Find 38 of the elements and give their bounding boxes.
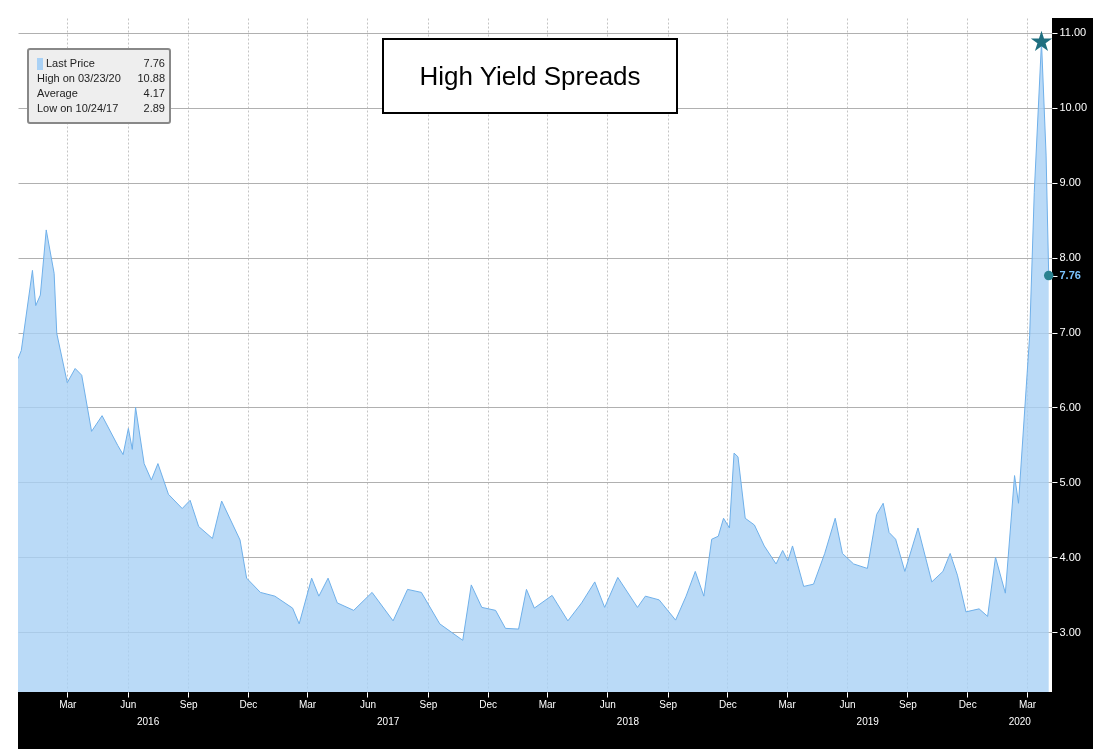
x-tick-label: Sep (899, 698, 918, 710)
y-tick-label: 4.00 (1059, 550, 1081, 563)
text: 2017 (377, 716, 400, 727)
x-tick-label: Dec (958, 698, 977, 710)
x-tick-label: Dec (479, 698, 498, 710)
x-tick-label: Mar (298, 698, 317, 710)
x-tick-label: Sep (179, 698, 198, 710)
text: High on 03/23/20 10.88 (37, 72, 165, 84)
y-tick-label: 7.00 (1059, 326, 1081, 339)
x-tick-label: Mar (778, 698, 797, 710)
y-tick-label: 3.00 (1059, 625, 1081, 638)
x-tick-label: Mar (1018, 698, 1037, 710)
text: Average 4.17 (37, 87, 165, 99)
legend-label: Last Price (45, 56, 95, 71)
y-tick-label: 11.00 (1059, 26, 1087, 39)
x-tick-label: Jun (839, 698, 856, 710)
y-tick-label: 7.76 (1059, 269, 1081, 282)
y-tick-label: 5.00 (1059, 475, 1081, 488)
x-tick-label: Sep (659, 698, 678, 710)
y-tick-label: 9.00 (1059, 176, 1081, 189)
x-tick-label: Jun (599, 698, 616, 710)
x-tick-label: Mar (538, 698, 557, 710)
annotation: 7.76 (143, 56, 165, 71)
text: 2016 (136, 716, 160, 727)
x-tick-label: Dec (719, 698, 737, 710)
text: 2019 (856, 716, 880, 727)
text: 2018 (616, 716, 640, 727)
x-tick-label: Dec (239, 698, 258, 710)
y-tick-label: 8.00 (1059, 251, 1081, 264)
text: High Yield Spreads (382, 38, 678, 114)
text: Low on 10/24/17 2.89 (37, 102, 165, 114)
text: 2020 (1008, 716, 1032, 727)
x-tick-label: Sep (419, 698, 438, 710)
y-tick-label: 10.00 (1059, 101, 1088, 114)
x-tick-label: Jun (120, 698, 137, 710)
y-tick-label: 6.00 (1059, 400, 1081, 413)
x-tick-label: Mar (59, 698, 78, 710)
x-tick-label: Jun (359, 698, 377, 710)
